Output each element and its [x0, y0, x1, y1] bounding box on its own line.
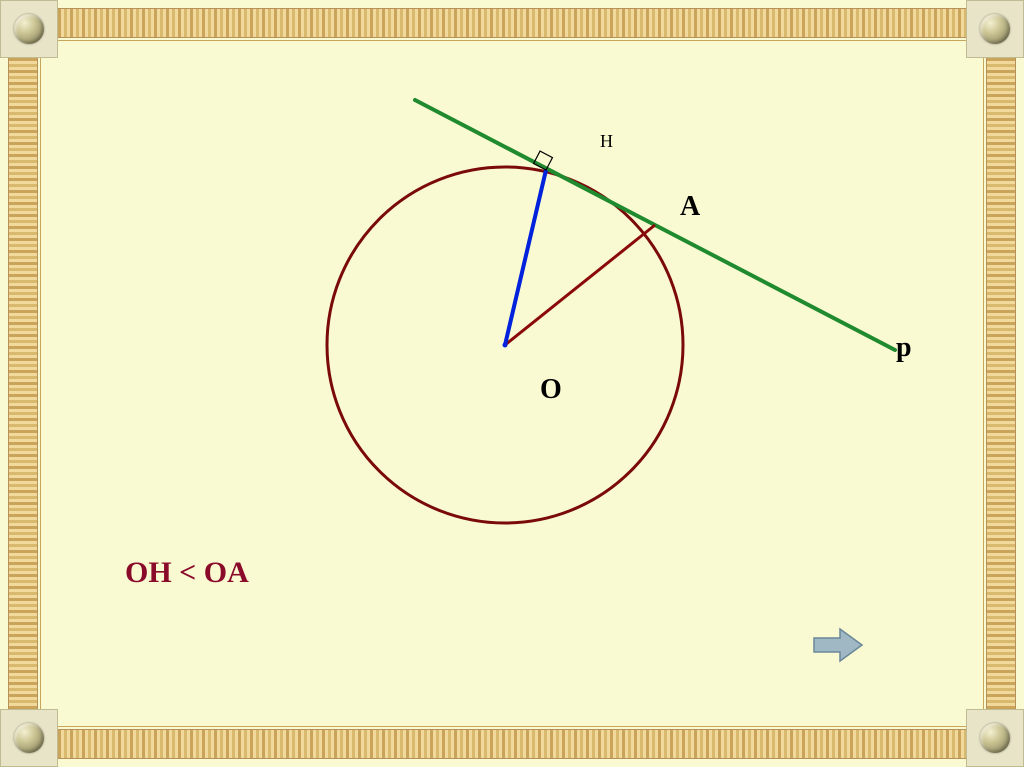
label-h: H [600, 131, 613, 151]
next-arrow-button[interactable] [810, 625, 866, 665]
frame-stripe-bottom [40, 729, 984, 759]
inequality-text: OH < OA [125, 556, 249, 589]
diagram-canvas: H A p O OH < OA [40, 40, 984, 727]
label-o: O [540, 374, 562, 405]
frame-stripe-top [40, 8, 984, 38]
geometry-svg: H A p O OH < OA [40, 40, 984, 727]
rivet-icon [980, 14, 1010, 44]
label-p: p [896, 332, 912, 363]
slide-frame: H A p O OH < OA [0, 0, 1024, 767]
rivet-icon [980, 723, 1010, 753]
frame-stripe-left [8, 40, 38, 727]
rivet-icon [14, 723, 44, 753]
frame-stripe-right [986, 40, 1016, 727]
label-a: A [680, 191, 701, 222]
point-o-dot [503, 343, 508, 348]
arrow-right-icon [810, 625, 866, 665]
